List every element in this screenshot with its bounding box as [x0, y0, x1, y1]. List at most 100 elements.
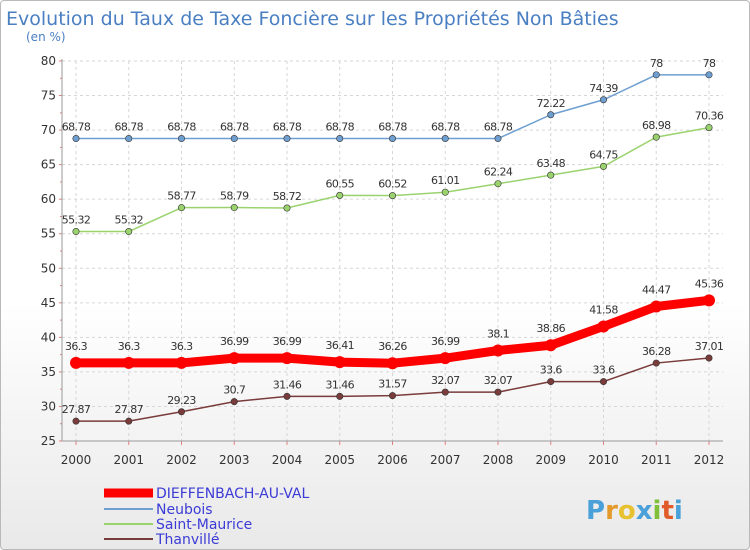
data-point — [230, 398, 238, 406]
x-tick-label: 2008 — [483, 453, 514, 467]
data-label: 58.72 — [273, 190, 302, 203]
data-point — [70, 356, 82, 369]
data-point — [494, 180, 502, 188]
data-label: 63.48 — [537, 157, 566, 170]
data-label: 68.78 — [326, 121, 355, 134]
data-label: 68.78 — [273, 121, 302, 134]
data-label: 36.99 — [273, 335, 302, 348]
legend-label: Thanvillé — [155, 532, 219, 548]
data-point — [599, 96, 607, 104]
data-label: 68.78 — [378, 121, 407, 134]
y-tick-label: 25 — [41, 434, 56, 448]
data-label: 68.78 — [220, 121, 249, 134]
data-point — [441, 135, 449, 143]
data-point — [230, 204, 238, 212]
data-point — [283, 135, 291, 143]
data-point — [494, 388, 502, 396]
data-point — [492, 344, 504, 357]
data-label: 36.41 — [326, 339, 355, 352]
data-point — [125, 228, 133, 236]
x-tick-label: 2002 — [166, 453, 197, 467]
x-tick-label: 2001 — [113, 453, 144, 467]
data-label: 36.99 — [431, 335, 460, 348]
x-tick-label: 2007 — [430, 453, 461, 467]
data-point — [388, 135, 396, 143]
data-label: 31.46 — [326, 378, 355, 391]
data-label: 70.36 — [695, 110, 724, 123]
data-label: 55.32 — [115, 214, 144, 227]
data-point — [125, 135, 133, 143]
data-point — [544, 339, 557, 352]
data-point — [703, 294, 715, 307]
data-label: 68.98 — [642, 119, 671, 132]
data-point — [72, 135, 80, 143]
data-point — [336, 135, 344, 143]
data-point — [599, 162, 607, 170]
data-point — [705, 354, 713, 362]
data-label: 36.26 — [378, 340, 407, 353]
data-point — [178, 204, 186, 212]
data-label: 68.78 — [484, 121, 513, 134]
data-label: 58.77 — [167, 190, 196, 203]
data-label: 68.78 — [62, 121, 91, 134]
data-label: 45.36 — [695, 277, 724, 290]
data-label: 58.79 — [220, 190, 249, 203]
data-point — [178, 408, 186, 416]
x-tick-label: 2000 — [61, 453, 92, 467]
x-tick-label: 2012 — [694, 453, 725, 467]
data-point — [336, 191, 344, 199]
data-point — [125, 417, 133, 425]
data-label: 38.1 — [487, 327, 509, 340]
x-tick-label: 2004 — [272, 453, 303, 467]
data-label: 36.3 — [118, 340, 141, 353]
data-label: 27.87 — [115, 403, 144, 416]
data-point — [122, 356, 135, 369]
data-point — [175, 356, 188, 369]
data-label-layer: 68.78 68.78 68.78 68.78 68.78 68.78 68.78 68.78… — [62, 57, 725, 416]
data-point — [230, 135, 238, 143]
data-point — [388, 192, 396, 200]
data-point — [283, 392, 291, 400]
data-label: 33.6 — [592, 364, 615, 377]
data-point — [439, 352, 452, 365]
data-label: 31.46 — [273, 378, 302, 391]
legend-label: Saint-Maurice — [156, 517, 252, 533]
data-label: 78 — [703, 57, 716, 70]
logo-letter: r — [605, 496, 618, 526]
series-layer — [70, 71, 715, 425]
data-point — [178, 135, 186, 143]
data-label: 32.07 — [431, 374, 460, 387]
data-label: 62.24 — [484, 166, 513, 179]
data-point — [705, 124, 713, 132]
data-point — [705, 71, 713, 79]
data-label: 64.75 — [589, 148, 618, 161]
data-label: 72.22 — [537, 97, 566, 110]
data-label: 61.01 — [431, 174, 460, 187]
y-tick-label: 50 — [41, 261, 56, 275]
y-tick-label: 70 — [41, 123, 56, 137]
data-point — [547, 378, 555, 386]
data-label: 74.39 — [589, 82, 618, 95]
y-tick-label: 40 — [41, 330, 56, 344]
legend: DIEFFENBACH-AU-VALNeuboisSaint-MauriceTh… — [104, 486, 309, 548]
axis-layer: 25 30 35 40 45 50 55 60 65 70 75 80 2000 2001 2002 2003… — [41, 54, 725, 467]
data-point — [652, 71, 660, 79]
x-tick-label: 2005 — [324, 453, 355, 467]
chart-subtitle: (en %) — [26, 30, 66, 44]
data-label: 37.01 — [695, 340, 724, 353]
x-tick-label: 2009 — [535, 453, 566, 467]
data-label: 60.55 — [326, 177, 355, 190]
data-label: 38.86 — [537, 322, 566, 335]
y-tick-label: 45 — [41, 296, 56, 310]
data-label: 41.58 — [589, 303, 618, 316]
data-point — [652, 359, 660, 367]
data-point — [650, 300, 663, 313]
data-label: 44.47 — [642, 283, 671, 296]
data-label: 32.07 — [484, 374, 513, 387]
x-tick-label: 2011 — [641, 453, 672, 467]
data-point — [597, 320, 610, 333]
x-tick-label: 2006 — [377, 453, 408, 467]
data-label: 31.57 — [378, 378, 407, 391]
